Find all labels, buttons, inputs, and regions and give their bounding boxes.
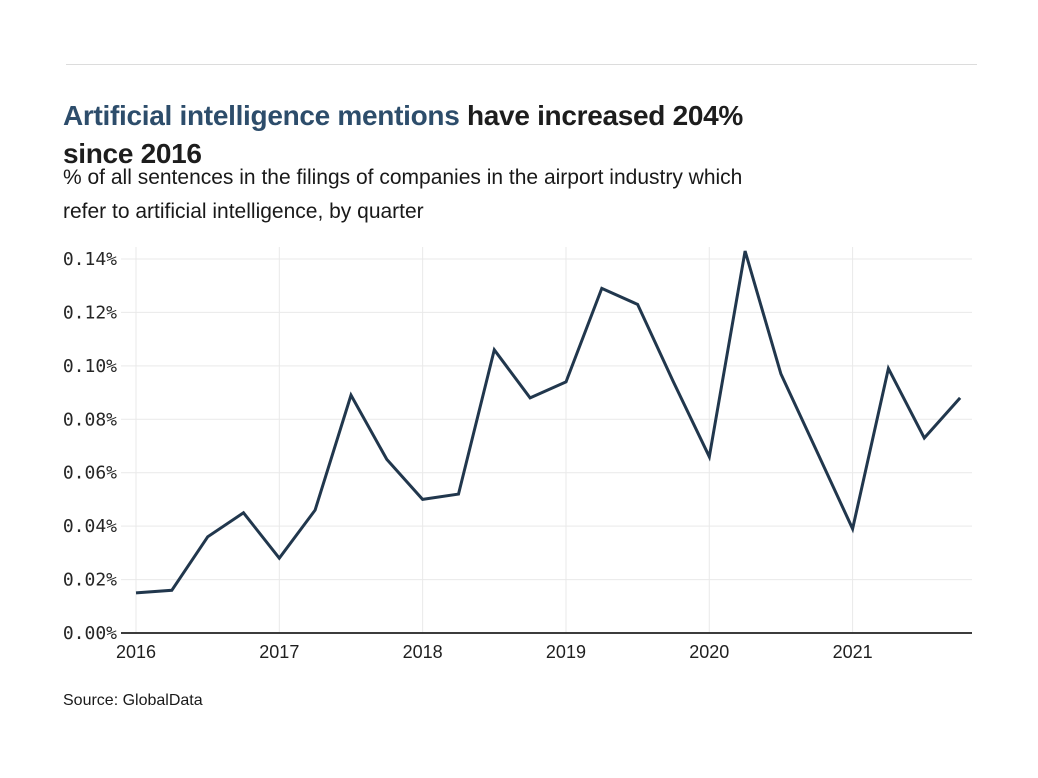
x-axis-tick-label: 2019 [546, 642, 586, 662]
chart-subtitle-line1: % of all sentences in the filings of com… [63, 166, 743, 189]
chart-title-highlight: Artificial intelligence mentions [63, 99, 460, 131]
y-axis-tick-label: 0.06% [63, 463, 117, 484]
chart-title-rest: have increased 204% [466, 99, 744, 131]
chart-subtitle-line2: refer to artificial intelligence, by qua… [63, 200, 424, 223]
x-axis-tick-label: 2017 [259, 642, 299, 662]
y-axis-tick-label: 0.12% [63, 302, 117, 323]
x-axis-tick-label: 2018 [403, 642, 443, 662]
x-axis-tick-label: 2020 [689, 642, 729, 662]
x-axis-tick-label: 2016 [116, 642, 156, 662]
x-axis-tick-label: 2021 [833, 642, 873, 662]
y-axis-tick-label: 0.00% [63, 623, 117, 644]
chart-title-line2: since 2016 [63, 137, 202, 169]
chart-title: Artificial intelligence mentions have in… [63, 97, 993, 173]
top-divider [66, 64, 977, 65]
data-line [135, 250, 962, 595]
y-axis-tick-label: 0.14% [63, 249, 117, 270]
source-label: Source: GlobalData [63, 692, 203, 709]
y-axis-tick-label: 0.10% [63, 356, 117, 377]
chart-subtitle: % of all sentences in the filings of com… [63, 161, 993, 229]
y-axis-tick-label: 0.02% [63, 570, 117, 591]
y-axis-tick-label: 0.08% [63, 409, 117, 430]
y-axis-tick-label: 0.04% [63, 516, 117, 537]
